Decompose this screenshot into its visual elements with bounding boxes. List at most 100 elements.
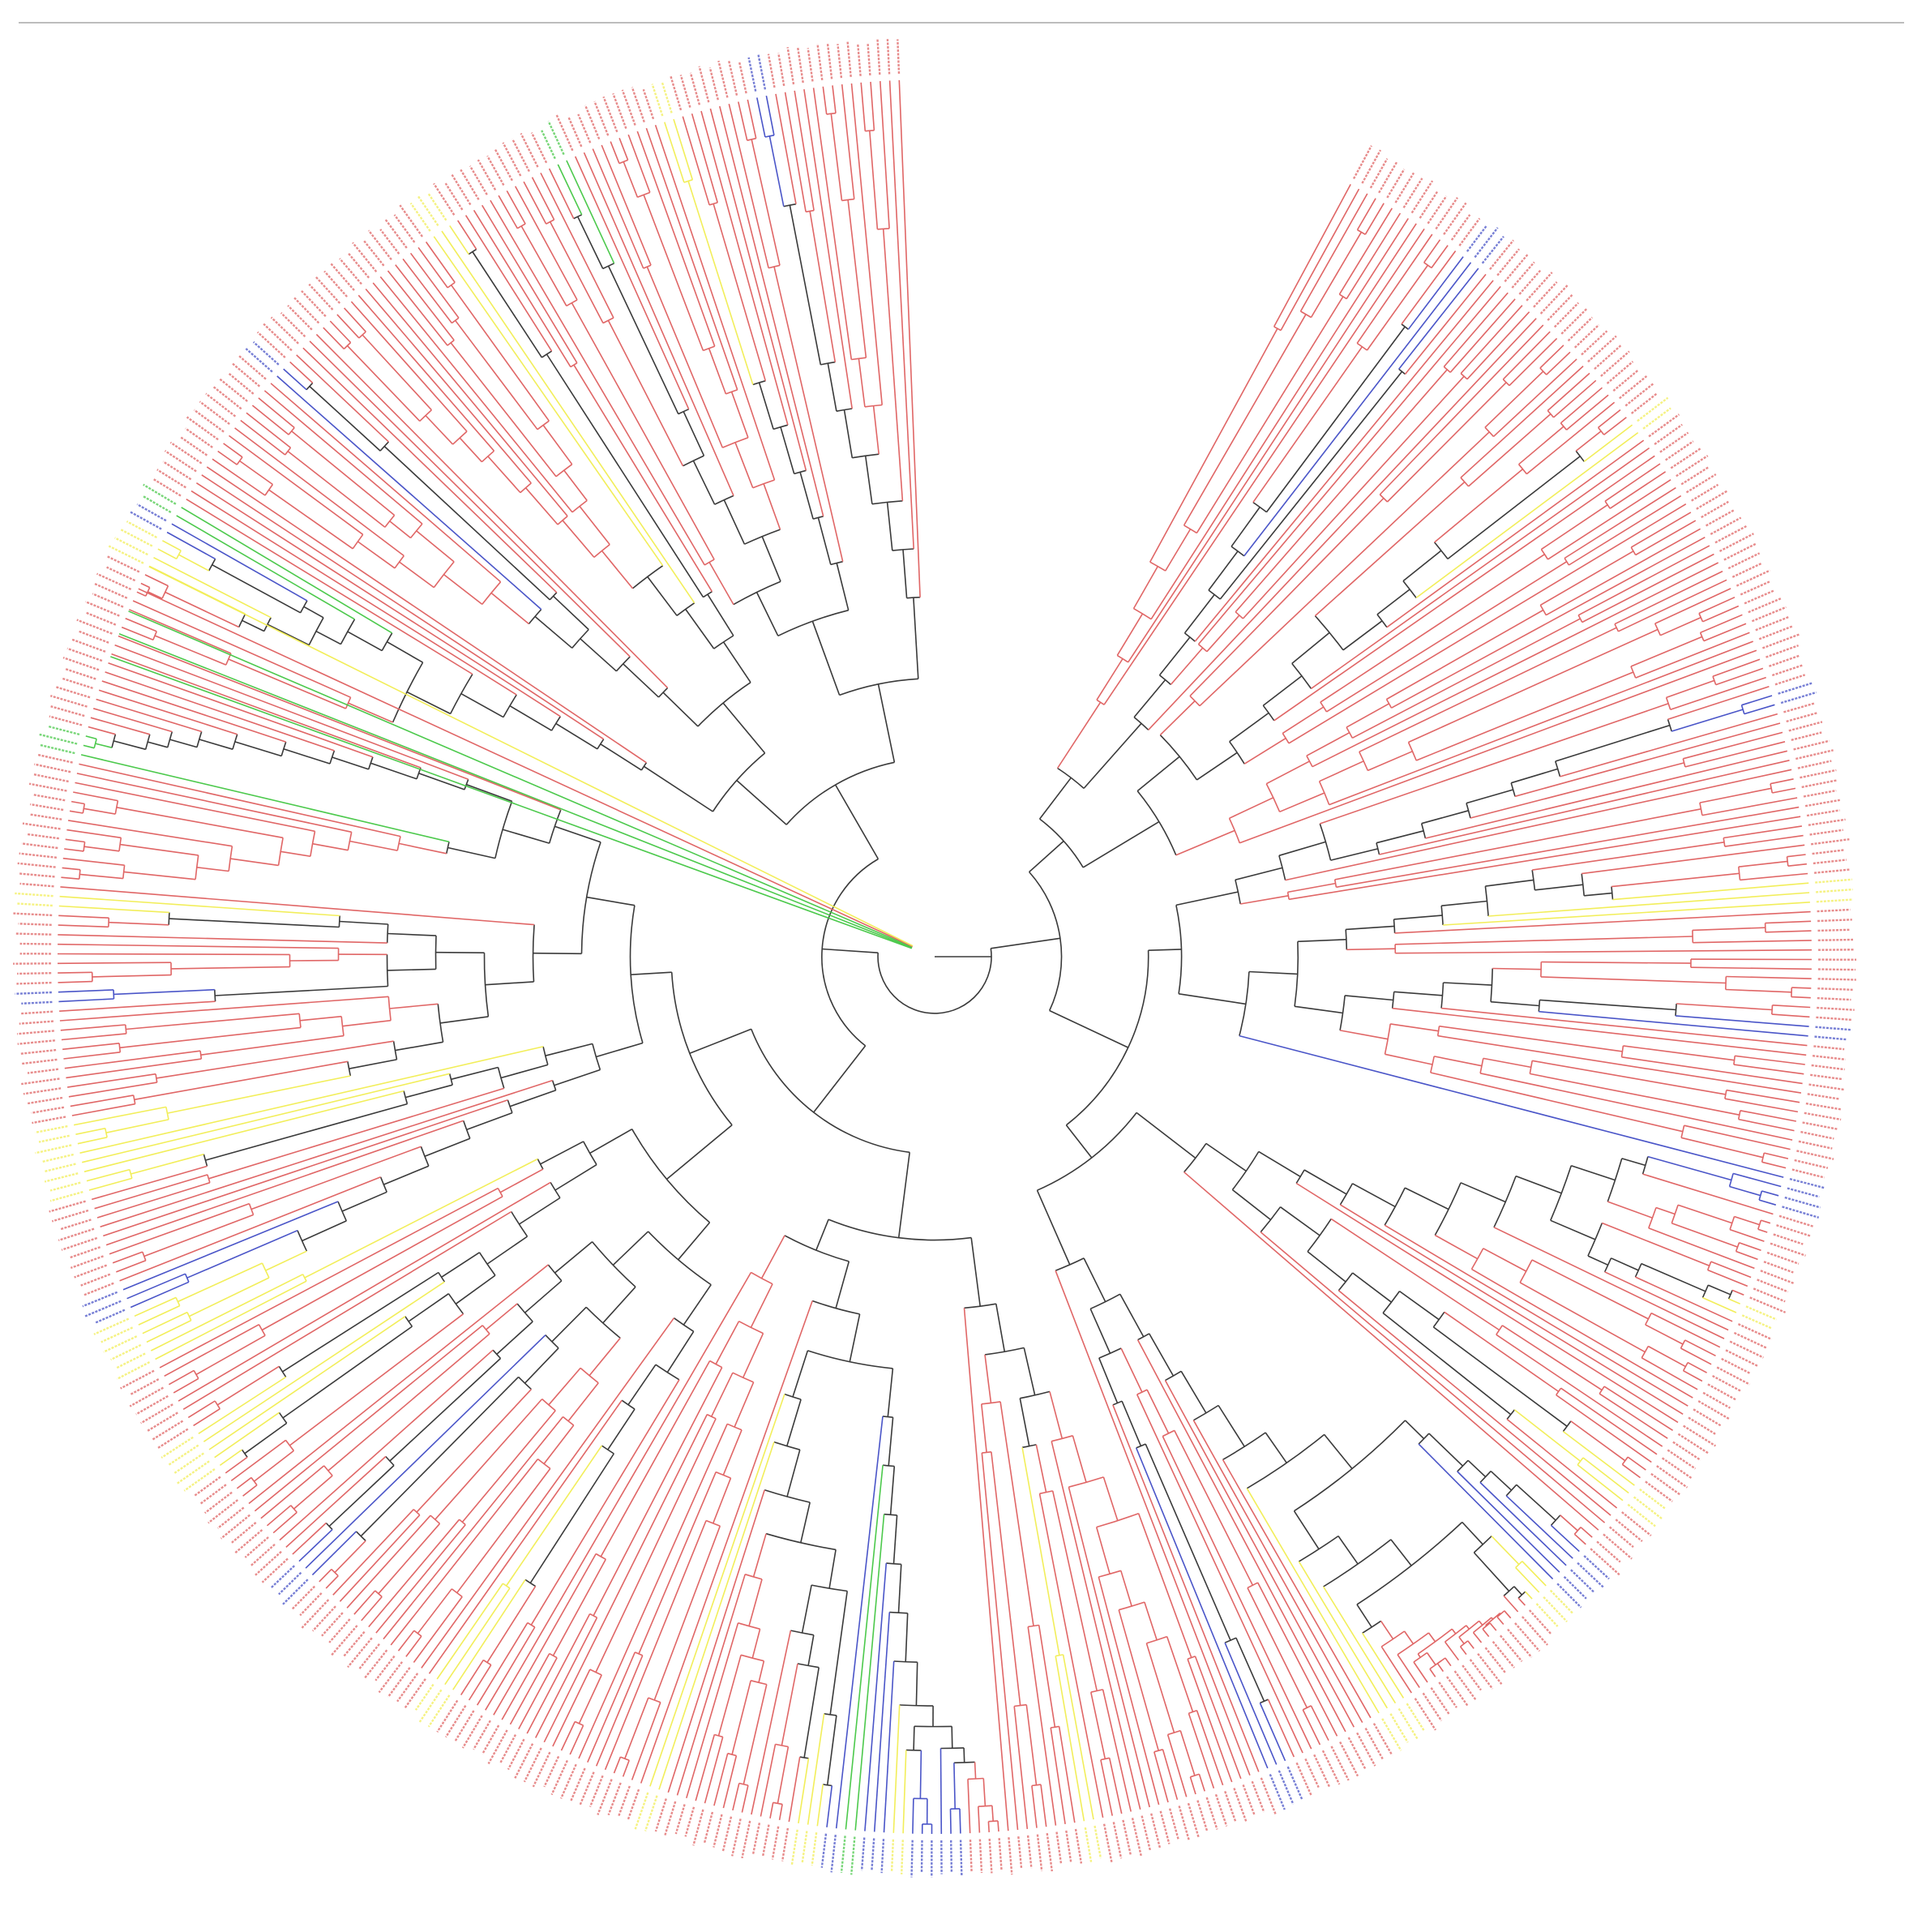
branch-arc (548, 1265, 562, 1281)
branch-518 (827, 1786, 832, 1827)
leaf-label-266 (704, 1812, 713, 1844)
branch-767 (59, 1001, 216, 1011)
leaf-label-3 (1379, 161, 1397, 193)
leaf-label-218 (1170, 1809, 1179, 1840)
leaf-label-149 (1688, 1418, 1715, 1434)
leaf-label-34 (1607, 362, 1633, 383)
branch-423 (996, 1304, 1005, 1352)
branch-769 (58, 999, 113, 1001)
leaf-label-449 (220, 379, 247, 402)
branch-54 (1190, 499, 1384, 696)
branch-48 (1461, 306, 1522, 374)
branch-846 (601, 744, 642, 770)
branch-417 (1113, 1405, 1259, 1771)
branch-452 (1091, 1692, 1106, 1759)
branch-arc (641, 763, 646, 770)
branch-arc (1599, 1386, 1604, 1394)
branch-arc (590, 1669, 601, 1675)
branch-888 (535, 616, 572, 648)
branch-171 (1179, 994, 1246, 1005)
branch-738 (395, 1042, 443, 1050)
branch-105 (1346, 704, 1389, 727)
branch-220 (1441, 1009, 1807, 1046)
branch-578 (601, 1361, 709, 1557)
branch-arc (894, 1661, 918, 1662)
branch-826 (170, 739, 198, 748)
branch-587 (683, 1285, 711, 1326)
leaf-label-517 (798, 48, 803, 84)
leaf-label-379 (17, 1030, 54, 1034)
branch-794 (349, 842, 397, 851)
branch-arc (1474, 1617, 1492, 1633)
leaf-label-476 (418, 196, 439, 226)
leaf-label-330 (184, 1469, 215, 1491)
branch-677 (183, 1212, 511, 1410)
branch-406 (1303, 1710, 1320, 1745)
branch-608 (544, 1425, 574, 1464)
leaf-label-261 (753, 1823, 760, 1853)
leaf-label-360 (52, 1210, 88, 1221)
leaf-label-278 (590, 1776, 603, 1806)
branch-945 (543, 425, 572, 464)
branch-802 (62, 867, 80, 869)
branch-830 (83, 745, 94, 748)
branch-989 (764, 484, 780, 529)
leaf-label-335 (157, 1429, 188, 1449)
branch-376 (1483, 1629, 1489, 1636)
leaf-label-336 (152, 1421, 182, 1441)
leaf-label-304 (365, 1650, 387, 1677)
leaf-label-217 (1179, 1806, 1189, 1840)
branch-226 (1735, 1056, 1805, 1065)
leaf-label-38 (1632, 393, 1657, 413)
branch-arc (1299, 1536, 1338, 1562)
leaf-label-257 (792, 1830, 798, 1866)
branch-arc (1383, 1292, 1399, 1313)
leaf-label-310 (322, 1613, 343, 1636)
leaf-label-443 (186, 428, 212, 448)
leaf-label-302 (379, 1662, 403, 1693)
leaf-label-180 (1493, 1642, 1514, 1668)
leaf-label-405 (34, 774, 69, 782)
branch-917 (303, 348, 557, 593)
branch-210 (1726, 990, 1791, 992)
leaf-label-192 (1399, 1709, 1418, 1739)
branch-217 (1772, 1014, 1810, 1017)
branch-149 (1556, 726, 1670, 761)
branch-arc (774, 1442, 800, 1450)
branch-549 (650, 1394, 785, 1787)
branch-519 (817, 1784, 823, 1826)
leaf-label-126 (1779, 1216, 1813, 1227)
branch-391 (1363, 1633, 1404, 1698)
branch-939 (580, 507, 610, 545)
branch-161 (1286, 769, 1792, 880)
leaf-label-300 (397, 1673, 417, 1702)
branch-642 (293, 1523, 326, 1555)
leaf-label-403 (33, 795, 65, 800)
branch-arc (434, 562, 454, 588)
branch-867 (145, 575, 168, 586)
branch-879 (186, 499, 473, 675)
branch-250 (1304, 1170, 1346, 1194)
branch-118 (1359, 628, 1616, 752)
leaf-label-526 (888, 39, 889, 74)
branch-1016 (710, 109, 806, 470)
branch-arc (452, 1589, 462, 1597)
branch-165 (1700, 788, 1771, 803)
branch-413 (1269, 1699, 1295, 1757)
branch-178 (1532, 842, 1724, 870)
branch-525 (789, 1757, 799, 1822)
leaf-label-458 (281, 313, 306, 336)
branch-4 (1097, 659, 1123, 700)
branch-arc (954, 1762, 975, 1763)
branch-290 (1532, 1260, 1649, 1319)
branch-744 (74, 1107, 166, 1125)
leaf-label-474 (400, 205, 422, 237)
branch-775 (58, 982, 92, 983)
branch-249 (1259, 1151, 1300, 1176)
leaf-label-437 (153, 479, 181, 496)
branch-arc (716, 1472, 730, 1479)
branch-496 (941, 1749, 942, 1835)
branch-arc (517, 224, 525, 229)
branch-881 (196, 483, 560, 717)
branch-793 (399, 843, 447, 853)
